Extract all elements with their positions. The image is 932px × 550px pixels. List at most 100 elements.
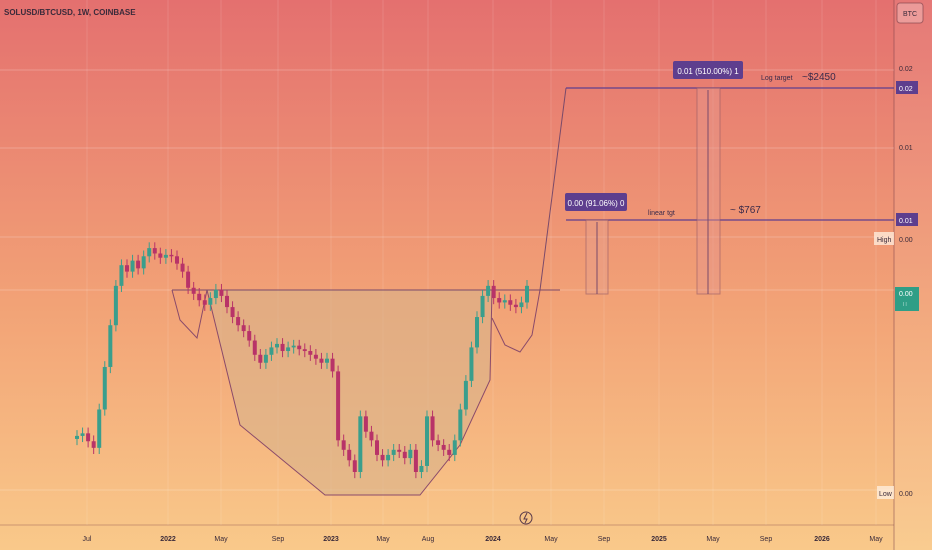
time-axis-label: Aug — [422, 536, 435, 543]
candle-up — [425, 416, 429, 466]
candle-down — [230, 307, 235, 318]
time-axis-label: May — [544, 536, 558, 543]
candle-down — [175, 256, 179, 264]
candle-up — [269, 347, 274, 355]
price-box-log-target-text: 0.02 — [899, 86, 913, 93]
time-axis-label: 2023 — [323, 536, 339, 543]
low-label: Low — [879, 491, 893, 498]
time-axis-label: May — [376, 536, 390, 543]
candle-down — [158, 253, 163, 258]
candle-up — [97, 409, 102, 448]
log-measure-box — [673, 61, 743, 79]
symbol-header: SOLUSD/BTCUSD, 1W, COINBASE — [4, 8, 136, 17]
candle-down — [319, 358, 324, 363]
candle-down — [375, 440, 379, 455]
time-axis-label: May — [869, 536, 883, 543]
candle-up — [141, 256, 146, 269]
handle-pattern-shape — [491, 289, 541, 353]
candle-up — [475, 317, 479, 348]
candle-up — [75, 435, 79, 439]
candle-down — [497, 298, 502, 303]
currency-button[interactable] — [896, 2, 924, 24]
current-price-dots: ∷ — [903, 302, 907, 308]
candle-up — [80, 433, 85, 436]
high-box — [874, 232, 894, 245]
lightning-icon-glyph — [523, 512, 528, 524]
candle-down — [169, 254, 174, 257]
candle-up — [480, 295, 485, 318]
log-target-label: Log target — [761, 75, 793, 82]
candle-down — [336, 371, 341, 441]
candle-down — [413, 449, 418, 472]
time-axis-label: Sep — [598, 536, 611, 543]
low-value: 0.00 — [899, 491, 913, 498]
candle-down — [313, 354, 318, 359]
candle-down — [252, 340, 257, 355]
candle-up — [452, 440, 457, 455]
price-box-linear-target — [896, 213, 918, 226]
candle-down — [191, 287, 196, 294]
candle-down — [330, 358, 335, 372]
candle-down — [447, 449, 452, 455]
price-tick-label: 0.02 — [899, 66, 913, 73]
candle-down — [508, 300, 513, 305]
candle-down — [430, 416, 435, 441]
candle-up — [113, 285, 118, 326]
candle-up — [469, 347, 474, 381]
candle-down — [125, 265, 129, 272]
candle-up — [286, 347, 291, 352]
candle-down — [369, 431, 374, 441]
candle-down — [197, 293, 202, 301]
log-target-value: ~$2450 — [802, 72, 836, 83]
currency-label: BTC — [903, 11, 917, 18]
cup-pattern-shape — [206, 289, 493, 496]
candle-up — [147, 248, 152, 257]
current-price-value: 0.00 — [899, 291, 913, 298]
candle-up — [358, 416, 363, 472]
linear-target-value: ~ $767 — [730, 205, 761, 216]
time-axis-label: Sep — [760, 536, 773, 543]
candle-up — [108, 325, 113, 367]
candle-up — [275, 343, 279, 348]
candle-down — [308, 351, 313, 355]
candle-up — [102, 366, 107, 410]
candle-down — [347, 449, 352, 461]
price-box-linear-target-text: 0.01 — [899, 218, 913, 225]
candle-down — [180, 263, 185, 272]
lightning-icon[interactable] — [519, 511, 533, 525]
candle-down — [91, 441, 96, 448]
candle-down — [380, 454, 385, 461]
candle-down — [513, 304, 518, 308]
candle-down — [341, 440, 346, 450]
candle-down — [280, 343, 285, 352]
candle-down — [397, 449, 402, 452]
high-value: 0.00 — [899, 237, 913, 244]
time-axis-label: May — [706, 536, 720, 543]
candle-down — [352, 460, 357, 472]
candle-up — [419, 465, 424, 472]
candle-up — [119, 265, 124, 286]
candle-down — [202, 300, 207, 305]
candle-down — [441, 444, 446, 450]
price-box-log-target — [896, 81, 918, 94]
price-tick-label: 0.01 — [899, 145, 913, 152]
candle-up — [208, 298, 213, 305]
time-axis-label: Jul — [83, 536, 92, 543]
candle-down — [152, 248, 157, 254]
candle-up — [408, 449, 413, 459]
candle-down — [236, 317, 241, 326]
candle-up — [391, 449, 396, 455]
candle-up — [163, 254, 168, 258]
linear-measure-box-text: 0.00 (91.06%) 0 — [568, 199, 625, 208]
log-measure-box-text: 0.01 (510.00%) 1 — [677, 67, 739, 76]
candle-down — [297, 345, 302, 350]
candle-down — [136, 260, 141, 269]
candle-down — [402, 451, 407, 459]
candles-group — [75, 242, 529, 479]
time-axis-label: May — [214, 536, 228, 543]
candle-up — [386, 454, 391, 461]
candle-up — [325, 358, 329, 363]
candle-up — [130, 260, 135, 272]
linear-measure-box — [565, 193, 627, 211]
